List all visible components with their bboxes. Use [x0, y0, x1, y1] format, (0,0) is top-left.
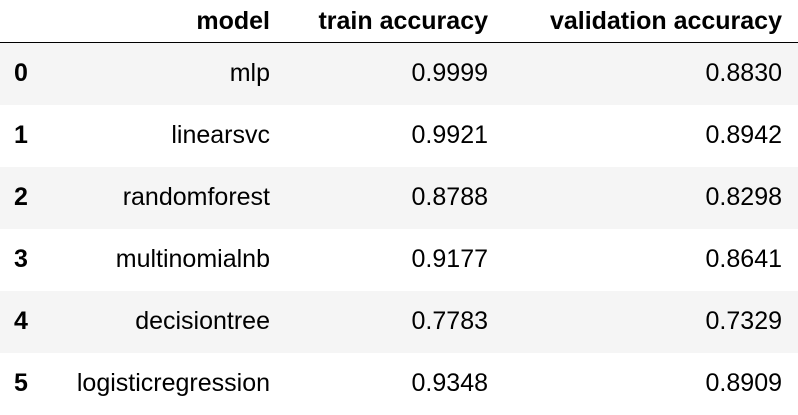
column-header-train-accuracy: train accuracy [286, 0, 504, 43]
cell-train-accuracy: 0.9348 [411, 369, 488, 397]
row-index: 5 [14, 369, 28, 397]
cell-validation-accuracy: 0.8298 [705, 183, 782, 211]
row-index: 4 [14, 307, 28, 335]
cell-model: logisticregression [76, 369, 270, 397]
cell-validation-accuracy: 0.8942 [705, 121, 782, 149]
cell-train-accuracy: 0.9921 [411, 121, 488, 149]
cell-model: decisiontree [135, 307, 270, 335]
row-index: 3 [14, 245, 28, 273]
table-header: model train accuracy validation accuracy [0, 0, 798, 43]
cell-train-accuracy: 0.9177 [411, 245, 488, 273]
cell-validation-accuracy: 0.8909 [705, 369, 782, 397]
table-row: 3 multinomialnb 0.9177 0.8641 [0, 228, 798, 291]
table-row: 0 mlp 0.9999 0.8830 [0, 42, 798, 105]
cell-model: multinomialnb [115, 245, 270, 273]
cell-train-accuracy: 0.7783 [411, 307, 488, 335]
table-row: 1 linearsvc 0.9921 0.8942 [0, 104, 798, 167]
table-row: 4 decisiontree 0.7783 0.7329 [0, 290, 798, 353]
table-body: 0 mlp 0.9999 0.8830 1 linearsvc 0.9921 0… [0, 42, 798, 415]
cell-model: mlp [229, 59, 270, 88]
table-row: 2 randomforest 0.8788 0.8298 [0, 166, 798, 229]
cell-model: randomforest [122, 183, 270, 211]
cell-validation-accuracy: 0.8641 [705, 245, 782, 273]
header-row: model train accuracy validation accuracy [0, 0, 798, 43]
cell-train-accuracy: 0.8788 [411, 183, 488, 211]
row-index: 1 [14, 121, 28, 149]
column-header-model: model [46, 0, 286, 43]
column-header-validation-accuracy: validation accuracy [504, 0, 798, 43]
cell-validation-accuracy: 0.7329 [705, 307, 782, 335]
row-index: 2 [14, 183, 28, 211]
index-header [0, 0, 46, 43]
row-index: 0 [14, 59, 28, 88]
cell-train-accuracy: 0.9999 [411, 59, 488, 88]
cell-validation-accuracy: 0.8830 [705, 59, 782, 88]
cell-model: linearsvc [171, 121, 270, 149]
table-row: 5 logisticregression 0.9348 0.8909 [0, 352, 798, 415]
